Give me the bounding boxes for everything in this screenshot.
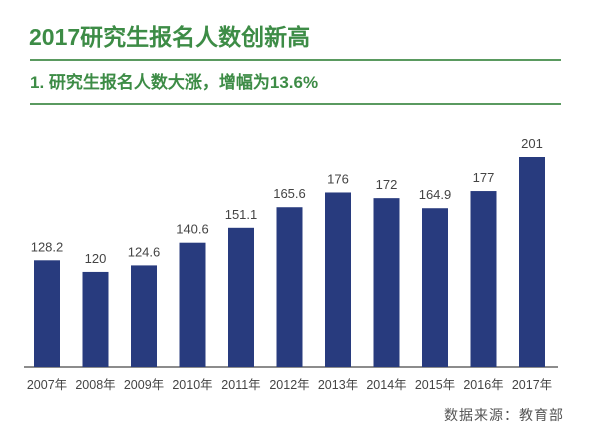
bar-2010年 [179, 242, 206, 367]
value-label: 124.6 [128, 244, 161, 259]
bar-2009年 [131, 265, 157, 367]
value-label: 140.6 [176, 222, 209, 237]
value-label: 201 [521, 136, 543, 151]
value-label: 176 [327, 171, 349, 186]
bar-2017年 [519, 157, 545, 367]
title-divider [30, 59, 561, 61]
data-source: 数据来源：教育部 [444, 408, 564, 424]
value-label: 177 [473, 170, 495, 185]
value-label: 165.6 [273, 186, 306, 201]
x-tick-label: 2008年 [75, 378, 115, 392]
x-tick-label: 2012年 [269, 378, 309, 392]
x-tick-label: 2010年 [172, 378, 212, 392]
x-tick-label: 2016年 [463, 378, 503, 392]
bar-2012年 [276, 207, 303, 367]
bar-2007年 [34, 260, 60, 367]
chart-subtitle: 1. 研究生报名人数大涨，增幅为13.6% [30, 73, 319, 92]
bar-2008年 [82, 271, 109, 367]
subtitle-divider [30, 103, 561, 105]
bar-2011年 [228, 227, 254, 367]
value-label: 172 [376, 177, 398, 192]
x-tick-label: 2017年 [512, 378, 552, 392]
chart-title: 2017研究生报名人数创新高 [29, 24, 311, 50]
value-label: 151.1 [225, 207, 258, 222]
value-label: 120 [85, 251, 107, 266]
bar-2013年 [325, 192, 351, 367]
value-label: 128.2 [31, 239, 64, 254]
x-tick-label: 2015年 [415, 378, 455, 392]
bar-2014年 [373, 198, 400, 367]
x-tick-label: 2013年 [318, 378, 358, 392]
value-label: 164.9 [419, 187, 452, 202]
x-tick-label: 2009年 [124, 378, 164, 392]
x-tick-label: 2014年 [366, 378, 406, 392]
bar-2015年 [422, 208, 448, 367]
bar-2016年 [470, 191, 497, 367]
x-tick-label: 2007年 [27, 378, 67, 392]
x-tick-label: 2011年 [221, 378, 260, 392]
